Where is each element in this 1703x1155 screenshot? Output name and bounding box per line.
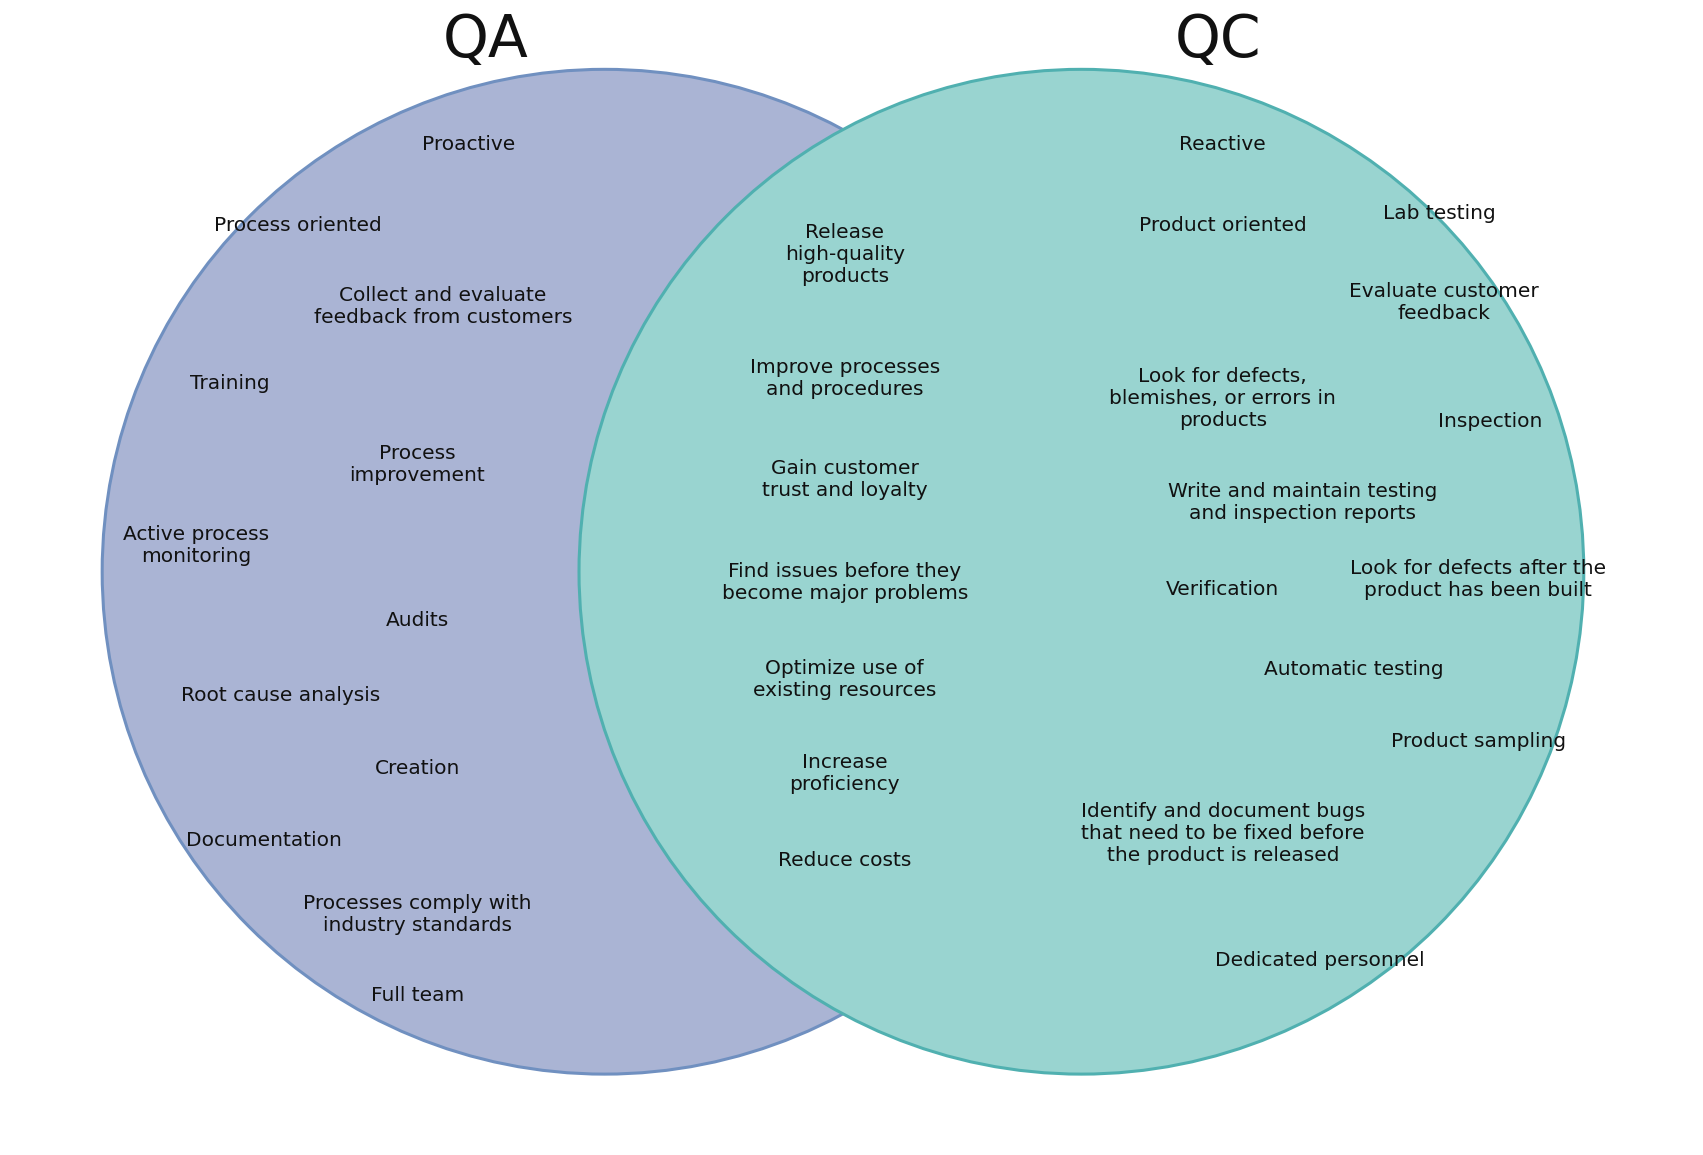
Text: Training: Training bbox=[191, 374, 269, 393]
Text: Root cause analysis: Root cause analysis bbox=[182, 686, 380, 705]
Text: Process
improvement: Process improvement bbox=[349, 444, 485, 485]
Text: Find issues before they
become major problems: Find issues before they become major pro… bbox=[722, 561, 967, 603]
Text: Write and maintain testing
and inspection reports: Write and maintain testing and inspectio… bbox=[1168, 482, 1437, 523]
Text: Reduce costs: Reduce costs bbox=[778, 851, 911, 870]
Text: Full team: Full team bbox=[371, 986, 463, 1005]
Text: Product oriented: Product oriented bbox=[1139, 216, 1306, 234]
Text: Lab testing: Lab testing bbox=[1383, 204, 1495, 223]
Text: Optimize use of
existing resources: Optimize use of existing resources bbox=[753, 658, 937, 700]
Text: Dedicated personnel: Dedicated personnel bbox=[1214, 952, 1425, 970]
Text: Processes comply with
industry standards: Processes comply with industry standards bbox=[303, 894, 531, 936]
Text: Reactive: Reactive bbox=[1180, 135, 1265, 154]
Text: Look for defects after the
product has been built: Look for defects after the product has b… bbox=[1350, 559, 1606, 601]
Text: Active process
monitoring: Active process monitoring bbox=[123, 524, 269, 566]
Text: Release
high-quality
products: Release high-quality products bbox=[785, 223, 904, 285]
Text: Proactive: Proactive bbox=[422, 135, 514, 154]
Text: QA: QA bbox=[443, 12, 528, 69]
Text: Product sampling: Product sampling bbox=[1391, 732, 1565, 751]
Text: Gain customer
trust and loyalty: Gain customer trust and loyalty bbox=[761, 459, 928, 500]
Ellipse shape bbox=[102, 69, 1107, 1074]
Text: Documentation: Documentation bbox=[186, 832, 342, 850]
Text: QC: QC bbox=[1175, 12, 1260, 69]
Text: Audits: Audits bbox=[385, 611, 450, 629]
Ellipse shape bbox=[579, 69, 1584, 1074]
Text: Verification: Verification bbox=[1167, 580, 1279, 598]
Text: Inspection: Inspection bbox=[1437, 412, 1543, 431]
Text: Collect and evaluate
feedback from customers: Collect and evaluate feedback from custo… bbox=[313, 285, 572, 327]
Text: Process oriented: Process oriented bbox=[215, 216, 381, 234]
Text: Look for defects,
blemishes, or errors in
products: Look for defects, blemishes, or errors i… bbox=[1109, 367, 1337, 430]
Text: Creation: Creation bbox=[375, 759, 460, 777]
Text: Increase
proficiency: Increase proficiency bbox=[790, 753, 899, 795]
Text: Improve processes
and procedures: Improve processes and procedures bbox=[749, 358, 940, 400]
Text: Automatic testing: Automatic testing bbox=[1264, 661, 1444, 679]
Text: Evaluate customer
feedback: Evaluate customer feedback bbox=[1349, 282, 1540, 323]
Text: Identify and document bugs
that need to be fixed before
the product is released: Identify and document bugs that need to … bbox=[1081, 803, 1364, 865]
